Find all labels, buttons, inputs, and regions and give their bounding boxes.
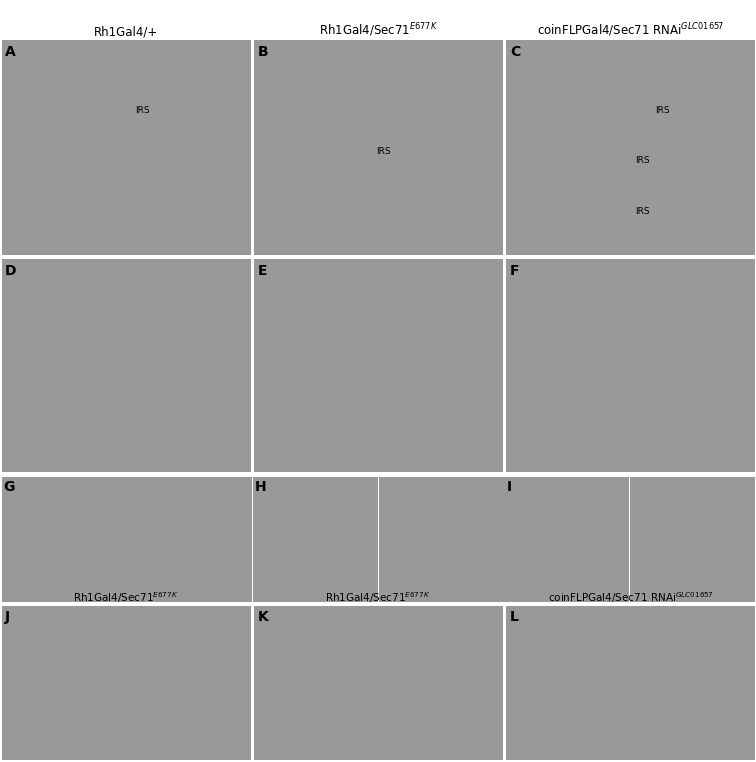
Text: Rh1Gal4/+: Rh1Gal4/+ [94,26,158,39]
Text: A: A [5,45,16,59]
Text: G: G [3,479,15,494]
Text: Rh1Gal4/Sec71$^{E677K}$: Rh1Gal4/Sec71$^{E677K}$ [73,591,178,605]
Text: J: J [5,610,11,624]
Text: IRS: IRS [376,147,390,156]
Text: D: D [5,264,17,278]
Text: I: I [507,479,512,494]
Text: coinFLPGal4/Sec71 RNAi$^{GLC01657}$: coinFLPGal4/Sec71 RNAi$^{GLC01657}$ [537,21,724,39]
Text: Rh1Gal4/Sec71$^{E677K}$: Rh1Gal4/Sec71$^{E677K}$ [318,21,438,39]
Text: IRS: IRS [135,106,150,115]
Text: K: K [258,610,268,624]
Text: B: B [258,45,268,59]
Text: Rh1Gal4/Sec71$^{E677K}$: Rh1Gal4/Sec71$^{E677K}$ [325,591,431,605]
Text: L: L [510,610,519,624]
Text: coinFLPGal4/Sec71 RNAi$^{GLC01657}$: coinFLPGal4/Sec71 RNAi$^{GLC01657}$ [547,591,714,605]
Text: C: C [510,45,520,59]
Text: IRS: IRS [636,155,650,165]
Text: IRS: IRS [655,106,670,115]
Text: H: H [255,479,266,494]
Text: F: F [510,264,519,278]
Text: E: E [258,264,267,278]
Text: IRS: IRS [636,207,650,216]
